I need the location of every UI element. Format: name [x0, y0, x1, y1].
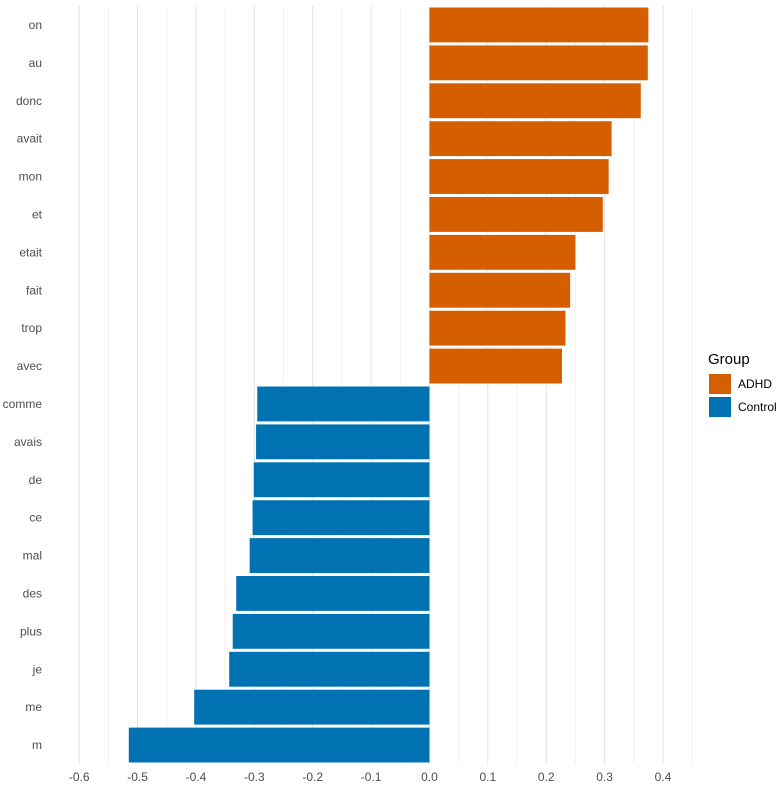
y-axis-labels: on au donc avait mon et etait fait trop avec comme… [3, 18, 43, 752]
x-tick-label: -0.4 [186, 770, 207, 784]
y-tick-label: avec [17, 359, 42, 373]
legend: Group ADHD Control [708, 351, 777, 417]
y-tick-label: de [29, 473, 43, 487]
y-tick-label: me [25, 700, 42, 714]
bar-je [229, 651, 430, 687]
legend-swatch-adhd [709, 374, 731, 394]
y-tick-label: on [29, 18, 42, 32]
bar-on [429, 7, 649, 43]
bar-etait [429, 234, 576, 270]
x-tick-label: -0.5 [127, 770, 148, 784]
bar-de [253, 462, 430, 498]
y-tick-label: et [32, 207, 43, 221]
bar-donc [429, 83, 641, 119]
legend-title: Group [708, 351, 750, 368]
bars [128, 7, 649, 763]
bar-ce [252, 500, 430, 536]
y-tick-label: des [23, 586, 42, 600]
y-tick-label: m [32, 738, 42, 752]
x-axis-labels: -0.6 -0.5 -0.4 -0.3 -0.2 -0.1 0.0 0.1 0.2 0.3 0.4 [69, 770, 672, 784]
y-tick-label: au [29, 56, 42, 70]
x-tick-label: 0.3 [596, 770, 613, 784]
bar-mal [249, 538, 430, 573]
x-tick-label: -0.6 [69, 770, 90, 784]
bar-plus [232, 613, 430, 649]
y-tick-label: mal [23, 549, 42, 563]
y-tick-label: plus [20, 624, 42, 638]
x-tick-label: -0.3 [244, 770, 265, 784]
y-tick-label: fait [26, 283, 43, 297]
x-tick-label: 0.0 [421, 770, 438, 784]
bar-et [429, 197, 603, 232]
gridlines [78, 6, 693, 764]
bar-mon [429, 159, 609, 194]
x-tick-label: 0.4 [655, 770, 672, 784]
y-tick-label: mon [19, 170, 42, 184]
y-tick-label: ce [29, 511, 42, 525]
y-tick-label: trop [21, 321, 42, 335]
legend-label-control: Control [738, 400, 777, 414]
y-tick-label: avais [14, 435, 42, 449]
y-tick-label: comme [3, 397, 43, 411]
bar-des [236, 576, 430, 611]
x-tick-label: -0.1 [361, 770, 382, 784]
bar-au [429, 45, 648, 81]
y-tick-label: etait [19, 245, 42, 259]
bar-avec [429, 348, 562, 384]
bar-m [128, 727, 430, 763]
bar-trop [429, 310, 566, 346]
x-tick-label: 0.2 [538, 770, 555, 784]
x-tick-label: -0.2 [302, 770, 323, 784]
bar-avais [256, 424, 430, 460]
y-tick-label: donc [16, 94, 42, 108]
bar-comme [257, 386, 430, 422]
legend-label-adhd: ADHD [738, 377, 772, 391]
bar-fait [429, 272, 571, 308]
y-tick-label: avait [17, 132, 43, 146]
bar-avait [429, 121, 612, 157]
legend-swatch-control [709, 397, 731, 417]
y-tick-label: je [32, 662, 43, 676]
bar-me [194, 689, 430, 725]
x-tick-label: 0.1 [479, 770, 496, 784]
